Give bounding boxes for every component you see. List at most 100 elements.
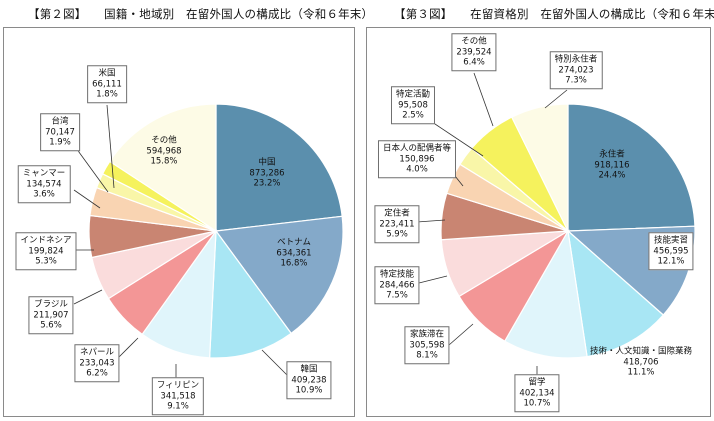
slice-percent: 12.1% bbox=[657, 256, 685, 267]
data-label: 永住者 918,116 24.4% bbox=[594, 149, 629, 181]
data-label: 技能実習 456,595 12.1% bbox=[648, 232, 694, 270]
leader-line bbox=[75, 147, 109, 193]
slice-percent: 1.9% bbox=[49, 137, 71, 148]
slice-name: 中国 bbox=[258, 157, 276, 168]
leader-line bbox=[428, 119, 484, 157]
pie-slice-nationality-1 bbox=[215, 103, 343, 232]
slice-percent: 1.8% bbox=[96, 89, 118, 100]
chart-title-right: 【第３図】 在留資格別 在留外国人の構成比（令和６年末） bbox=[394, 7, 714, 21]
slice-count: 150,896 bbox=[399, 153, 435, 164]
slice-name: ブラジル bbox=[34, 299, 68, 310]
slice-name: 特定活動 bbox=[395, 89, 431, 100]
slice-count: 456,595 bbox=[653, 245, 689, 256]
slice-count: 274,023 bbox=[558, 64, 594, 75]
slice-count: 873,286 bbox=[249, 167, 285, 178]
slice-count: 284,466 bbox=[379, 279, 415, 290]
slice-name: 永住者 bbox=[599, 149, 625, 160]
slice-percent: 2.5% bbox=[402, 110, 424, 121]
slice-count: 211,907 bbox=[33, 309, 69, 320]
slice-name: ネパール bbox=[79, 347, 114, 358]
slice-name: ミャンマー bbox=[22, 168, 66, 179]
slice-percent: 7.3% bbox=[565, 75, 587, 86]
slice-name: 特別永住者 bbox=[554, 54, 598, 65]
data-label: ブラジル 211,907 5.6% bbox=[28, 296, 74, 334]
leader-line bbox=[261, 349, 289, 377]
data-label: 定住者 223,411 5.9% bbox=[374, 205, 420, 243]
slice-percent: 10.9% bbox=[295, 385, 323, 396]
leader-line bbox=[416, 219, 446, 223]
data-label: 米国 66,111 1.8% bbox=[87, 65, 127, 103]
slice-percent: 8.1% bbox=[416, 350, 438, 361]
pie-slice-nationality-3 bbox=[209, 229, 292, 359]
slice-name: 技能実習 bbox=[653, 235, 688, 246]
data-label: 中国 873,286 23.2% bbox=[249, 157, 284, 189]
pie-chart-nationality bbox=[73, 103, 344, 382]
data-label: 技術・人文知識・国際業務 418,706 11.1% bbox=[590, 346, 692, 378]
data-label: 特定活動 95,508 2.5% bbox=[390, 86, 436, 124]
slice-name: 定住者 bbox=[384, 208, 410, 219]
slice-count: 634,361 bbox=[276, 247, 312, 258]
slice-percent: 10.7% bbox=[523, 398, 551, 409]
slice-percent: 3.6% bbox=[33, 189, 55, 200]
slice-count: 402,134 bbox=[519, 387, 555, 398]
slice-percent: 23.2% bbox=[253, 178, 281, 189]
slice-percent: 9.1% bbox=[167, 401, 189, 412]
slice-count: 70,147 bbox=[45, 126, 75, 137]
slice-name: 家族滞在 bbox=[409, 329, 444, 340]
data-label: ベトナム 634,361 16.8% bbox=[276, 237, 311, 269]
leader-line bbox=[73, 189, 101, 209]
pie-slice-nationality-11 bbox=[108, 103, 217, 233]
slice-count: 66,111 bbox=[92, 78, 122, 89]
slice-percent: 24.4% bbox=[598, 170, 626, 181]
leader-line bbox=[106, 104, 115, 189]
slice-name: 米国 bbox=[98, 68, 116, 79]
slice-count: 918,116 bbox=[594, 159, 630, 170]
slice-percent: 11.1% bbox=[627, 367, 655, 378]
slice-name: 日本人の配偶者等 bbox=[382, 143, 452, 154]
slice-name: フィリピン bbox=[156, 380, 200, 391]
slice-percent: 4.0% bbox=[406, 164, 428, 175]
data-label: 日本人の配偶者等 150,896 4.0% bbox=[377, 140, 457, 178]
leader-line bbox=[117, 337, 139, 359]
data-label: ネパール 233,043 6.2% bbox=[74, 344, 120, 382]
data-label: その他 594,968 15.8% bbox=[146, 135, 181, 167]
pie-chart-status bbox=[416, 72, 696, 380]
slice-percent: 5.3% bbox=[35, 256, 57, 267]
slice-name: 台湾 bbox=[51, 116, 69, 127]
slice-name: 技術・人文知識・国際業務 bbox=[589, 346, 693, 357]
chart-panel-status: 永住者 918,116 24.4% 技能実習 456,595 12.1% 技術・人文知識・国… bbox=[366, 27, 711, 417]
data-label: 特定技能 284,466 7.5% bbox=[374, 266, 420, 304]
slice-percent: 5.6% bbox=[40, 320, 62, 331]
slice-percent: 16.8% bbox=[280, 258, 308, 269]
pie-slice-status-3 bbox=[567, 229, 665, 358]
slice-name: その他 bbox=[151, 135, 177, 146]
data-label: 台湾 70,147 1.9% bbox=[40, 113, 80, 151]
slice-percent: 6.4% bbox=[463, 57, 485, 68]
pie-slice-status-1 bbox=[567, 103, 696, 232]
slice-count: 594,968 bbox=[146, 145, 182, 156]
pie-slice-nationality-2 bbox=[214, 215, 344, 335]
pie-slice-status-4 bbox=[503, 229, 588, 359]
data-label: 家族滞在 305,598 8.1% bbox=[404, 326, 450, 364]
leader-line bbox=[473, 72, 494, 127]
slice-name: 韓国 bbox=[300, 364, 318, 375]
data-label: 韓国 409,238 10.9% bbox=[286, 361, 332, 399]
data-label: その他 239,524 6.4% bbox=[451, 33, 497, 71]
slice-name: 特定技能 bbox=[379, 269, 414, 280]
slice-percent: 5.9% bbox=[386, 229, 408, 240]
leader-line bbox=[448, 323, 474, 346]
data-label: 留学 402,134 10.7% bbox=[514, 374, 560, 412]
slice-count: 134,574 bbox=[26, 178, 62, 189]
slice-name: 留学 bbox=[528, 377, 546, 388]
slice-count: 95,508 bbox=[398, 99, 428, 110]
data-label: フィリピン 341,518 9.1% bbox=[151, 377, 205, 415]
leader-line bbox=[73, 289, 103, 305]
slice-name: インドネシア bbox=[20, 235, 72, 246]
slice-count: 239,524 bbox=[456, 46, 492, 57]
data-label: ミャンマー 134,574 3.6% bbox=[17, 165, 71, 203]
slice-count: 305,598 bbox=[409, 339, 445, 350]
data-label: 特別永住者 274,023 7.3% bbox=[549, 51, 603, 89]
chart-panel-nationality: 中国 873,286 23.2% ベトナム 634,361 16.8% 韓国 409,238 1… bbox=[3, 27, 355, 417]
slice-count: 409,238 bbox=[291, 374, 327, 385]
slice-count: 341,518 bbox=[160, 390, 196, 401]
